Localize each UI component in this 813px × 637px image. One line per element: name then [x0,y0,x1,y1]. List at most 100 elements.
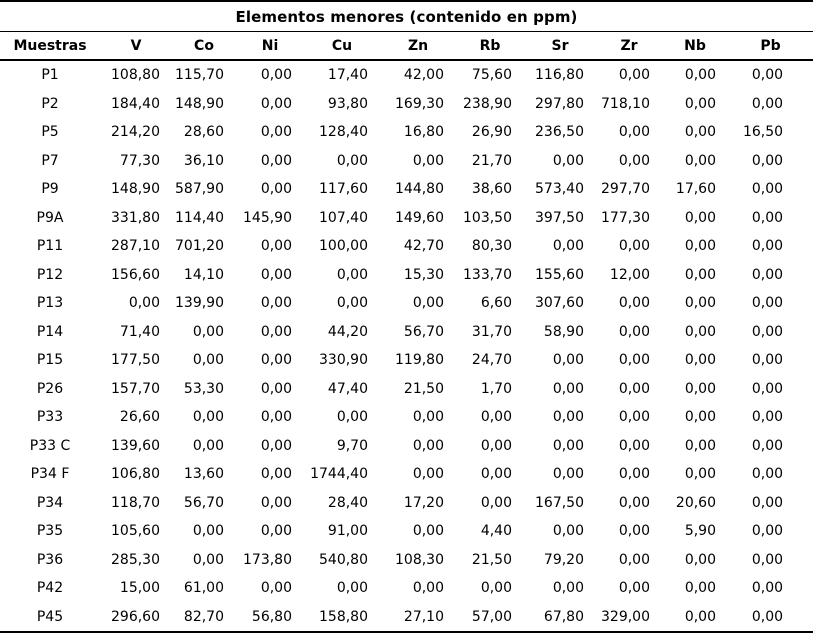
cell: 0,00 [552,152,584,169]
cell: 44,20 [327,323,368,340]
cell: 108,80 [111,67,160,84]
cell: 91,00 [327,523,368,540]
table-row: P7 77,30 36,10 0,00 0,00 0,00 21,70 0,00 0,00 0,0… [0,147,813,176]
row-label: P26 [36,380,64,397]
cell: 0,00 [128,295,160,312]
cell: 0,00 [751,266,784,283]
cell: 16,50 [742,124,784,141]
row-label: P35 [36,523,64,540]
cell: 0,00 [260,67,292,84]
row-label: P33 [36,409,64,426]
cell: 58,90 [543,323,584,340]
cell: 236,50 [535,124,584,141]
column-header-zn: Zn [380,31,456,61]
cell: 13,60 [183,466,224,483]
cell: 0,00 [751,352,784,369]
cell: 0,00 [412,437,444,454]
row-label: P15 [36,352,64,369]
cell: 107,40 [319,209,368,226]
cell: 103,50 [463,209,512,226]
cell: 0,00 [552,580,584,597]
table-row: P42 15,00 61,00 0,00 0,00 0,00 0,00 0,00 0,00 0,0… [0,574,813,603]
cell: 0,00 [260,181,292,198]
cell: 0,00 [751,380,784,397]
cell: 144,80 [395,181,444,198]
cell: 573,40 [535,181,584,198]
row-label: P42 [36,580,64,597]
cell: 0,00 [618,551,650,568]
cell: 0,00 [480,494,512,511]
cell: 0,00 [260,494,292,511]
cell: 26,60 [119,409,160,426]
cell: 0,00 [751,209,784,226]
cell: 0,00 [618,352,650,369]
cell: 169,30 [395,95,444,112]
cell: 1,70 [480,380,512,397]
cell: 139,90 [175,295,224,312]
cell: 0,00 [192,323,224,340]
cell: 0,00 [618,67,650,84]
cell: 0,00 [412,295,444,312]
cell: 0,00 [684,95,716,112]
row-label: P33 C [29,437,71,454]
cell: 139,60 [111,437,160,454]
row-label: P9A [36,209,64,226]
cell: 148,90 [175,95,224,112]
cell: 0,00 [618,580,650,597]
cell: 330,90 [319,352,368,369]
cell: 77,30 [119,152,160,169]
cell: 4,40 [480,523,512,540]
cell: 31,70 [471,323,512,340]
cell: 71,40 [119,323,160,340]
cell: 0,00 [480,437,512,454]
row-label: P9 [41,181,59,198]
cell: 12,00 [609,266,650,283]
table-row: P15 177,50 0,00 0,00 330,90 119,80 24,70 0,00 0,… [0,346,813,375]
cell: 0,00 [336,580,368,597]
cell: 149,60 [395,209,444,226]
cell: 42,00 [403,67,444,84]
cell: 17,60 [675,181,716,198]
cell: 0,00 [336,295,368,312]
cell: 0,00 [260,95,292,112]
cell: 16,80 [403,124,444,141]
cell: 0,00 [412,523,444,540]
cell: 0,00 [751,238,784,255]
table-row: P5 214,20 28,60 0,00 128,40 16,80 26,90 236,50 0… [0,118,813,147]
table-row: P35 105,60 0,00 0,00 91,00 0,00 4,40 0,00 0,00 5,… [0,517,813,546]
cell: 173,80 [243,551,292,568]
cell: 20,60 [675,494,716,511]
column-header-zr: Zr [596,31,662,61]
cell: 116,80 [535,67,584,84]
column-header-rb: Rb [456,31,524,61]
cell: 214,20 [111,124,160,141]
cell: 307,60 [535,295,584,312]
cell: 0,00 [260,238,292,255]
cell: 47,40 [327,380,368,397]
cell: 0,00 [260,437,292,454]
cell: 0,00 [618,494,650,511]
cell: 0,00 [412,466,444,483]
column-header-nb: Nb [662,31,728,61]
cell: 28,60 [183,124,224,141]
cell: 0,00 [192,352,224,369]
cell: 297,80 [535,95,584,112]
cell: 0,00 [751,551,784,568]
cell: 0,00 [336,409,368,426]
cell: 329,00 [596,602,662,633]
table-row: P26 157,70 53,30 0,00 47,40 21,50 1,70 0,00 0,00… [0,375,813,404]
cell: 9,70 [336,437,368,454]
cell: 297,70 [601,181,650,198]
cell: 93,80 [327,95,368,112]
cell: 0,00 [618,437,650,454]
cell: 0,00 [260,409,292,426]
cell: 0,00 [751,67,784,84]
cell: 28,40 [327,494,368,511]
column-header-pb: Pb [728,31,813,61]
cell: 0,00 [618,380,650,397]
cell: 108,30 [395,551,444,568]
row-label: P13 [36,295,64,312]
table-row: P34 F 106,80 13,60 0,00 1744,40 0,00 0,00 0,00 0… [0,460,813,489]
cell: 0,00 [618,323,650,340]
cell: 36,10 [183,152,224,169]
